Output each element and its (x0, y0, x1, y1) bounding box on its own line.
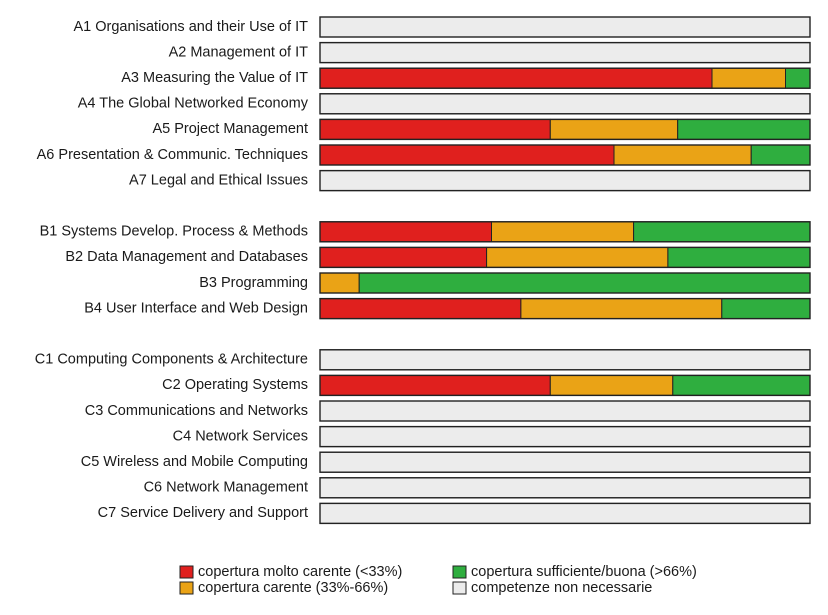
legend-swatch (179, 565, 194, 579)
bar-segment (319, 477, 811, 499)
bar-frame (319, 118, 811, 141)
bar-segment (319, 400, 811, 422)
category-label: A6 Presentation & Communic. Techniques (37, 147, 308, 163)
bar-segment (613, 144, 752, 166)
category-label: C1 Computing Components & Architecture (35, 352, 308, 368)
bar-frame (319, 16, 811, 38)
bar-segment (319, 221, 492, 243)
bar-segment (721, 298, 811, 320)
bar-frame (319, 502, 811, 525)
category-label: C5 Wireless and Mobile Computing (81, 454, 308, 470)
bar-segment (319, 144, 615, 166)
bar-segment (358, 272, 811, 294)
bar-frame (319, 169, 811, 192)
bar-segment (319, 16, 811, 38)
bar-segment (677, 118, 811, 140)
legend-swatch (179, 581, 194, 595)
category-label: A3 Measuring the Value of IT (121, 70, 308, 86)
bar-segment (633, 221, 811, 243)
bar-frame (319, 93, 811, 115)
bar-segment (491, 221, 635, 243)
bar-segment (549, 118, 679, 140)
category-label: C7 Service Delivery and Support (98, 505, 308, 521)
bar-segment (319, 93, 811, 115)
category-label: A1 Organisations and their Use of IT (73, 19, 308, 35)
bar-segment (549, 374, 674, 396)
category-label: B4 User Interface and Web Design (84, 300, 308, 316)
bar-segment (319, 246, 488, 268)
bar-segment (520, 298, 723, 320)
bar-frame (319, 41, 811, 64)
bar-frame (319, 400, 811, 422)
bar-segment (319, 67, 713, 89)
bar-frame (319, 67, 811, 89)
category-label: C2 Operating Systems (162, 377, 308, 393)
legend-swatch (452, 565, 467, 579)
legend-label: copertura carente (33%-66%) (198, 580, 388, 596)
category-label: B3 Programming (199, 275, 308, 291)
bar-segment (319, 42, 811, 64)
bar-segment (750, 144, 811, 166)
legend-label: competenze non necessarie (471, 580, 652, 596)
bar-segment (319, 426, 811, 448)
category-label: C6 Network Management (144, 480, 308, 496)
category-label: B2 Data Management and Databases (65, 249, 308, 265)
legend-label: copertura molto carente (<33%) (198, 564, 402, 580)
category-label: A4 The Global Networked Economy (78, 96, 309, 112)
bar-frame (319, 246, 811, 269)
bar-segment (319, 349, 811, 371)
bar-segment (319, 502, 811, 524)
bar-segment (672, 374, 811, 396)
bar-frame (319, 144, 811, 166)
bar-segment (667, 246, 811, 268)
bar-frame (319, 477, 811, 499)
bar-segment (319, 118, 551, 140)
category-label: A7 Legal and Ethical Issues (129, 172, 308, 188)
category-label: A5 Project Management (152, 121, 308, 137)
bar-segment (319, 170, 811, 192)
bar-segment (486, 246, 669, 268)
bar-segment (319, 451, 811, 473)
bar-frame (319, 425, 811, 448)
bar-frame (319, 221, 811, 243)
category-label: C4 Network Services (173, 428, 308, 444)
category-label: C3 Communications and Networks (85, 403, 308, 419)
bar-segment (319, 374, 551, 396)
bar-frame (319, 451, 811, 473)
bar-frame (319, 349, 811, 371)
category-label: B1 Systems Develop. Process & Methods (40, 224, 308, 240)
bar-segment (319, 298, 522, 320)
bar-frame (319, 272, 811, 294)
bar-frame (319, 297, 811, 320)
category-label: A2 Management of IT (169, 44, 309, 60)
bar-frame (319, 374, 811, 397)
bar-segment (319, 272, 360, 294)
bar-segment (711, 67, 786, 89)
legend-swatch (452, 581, 467, 595)
legend-label: copertura sufficiente/buona (>66%) (471, 564, 697, 580)
bar-segment (785, 67, 811, 89)
